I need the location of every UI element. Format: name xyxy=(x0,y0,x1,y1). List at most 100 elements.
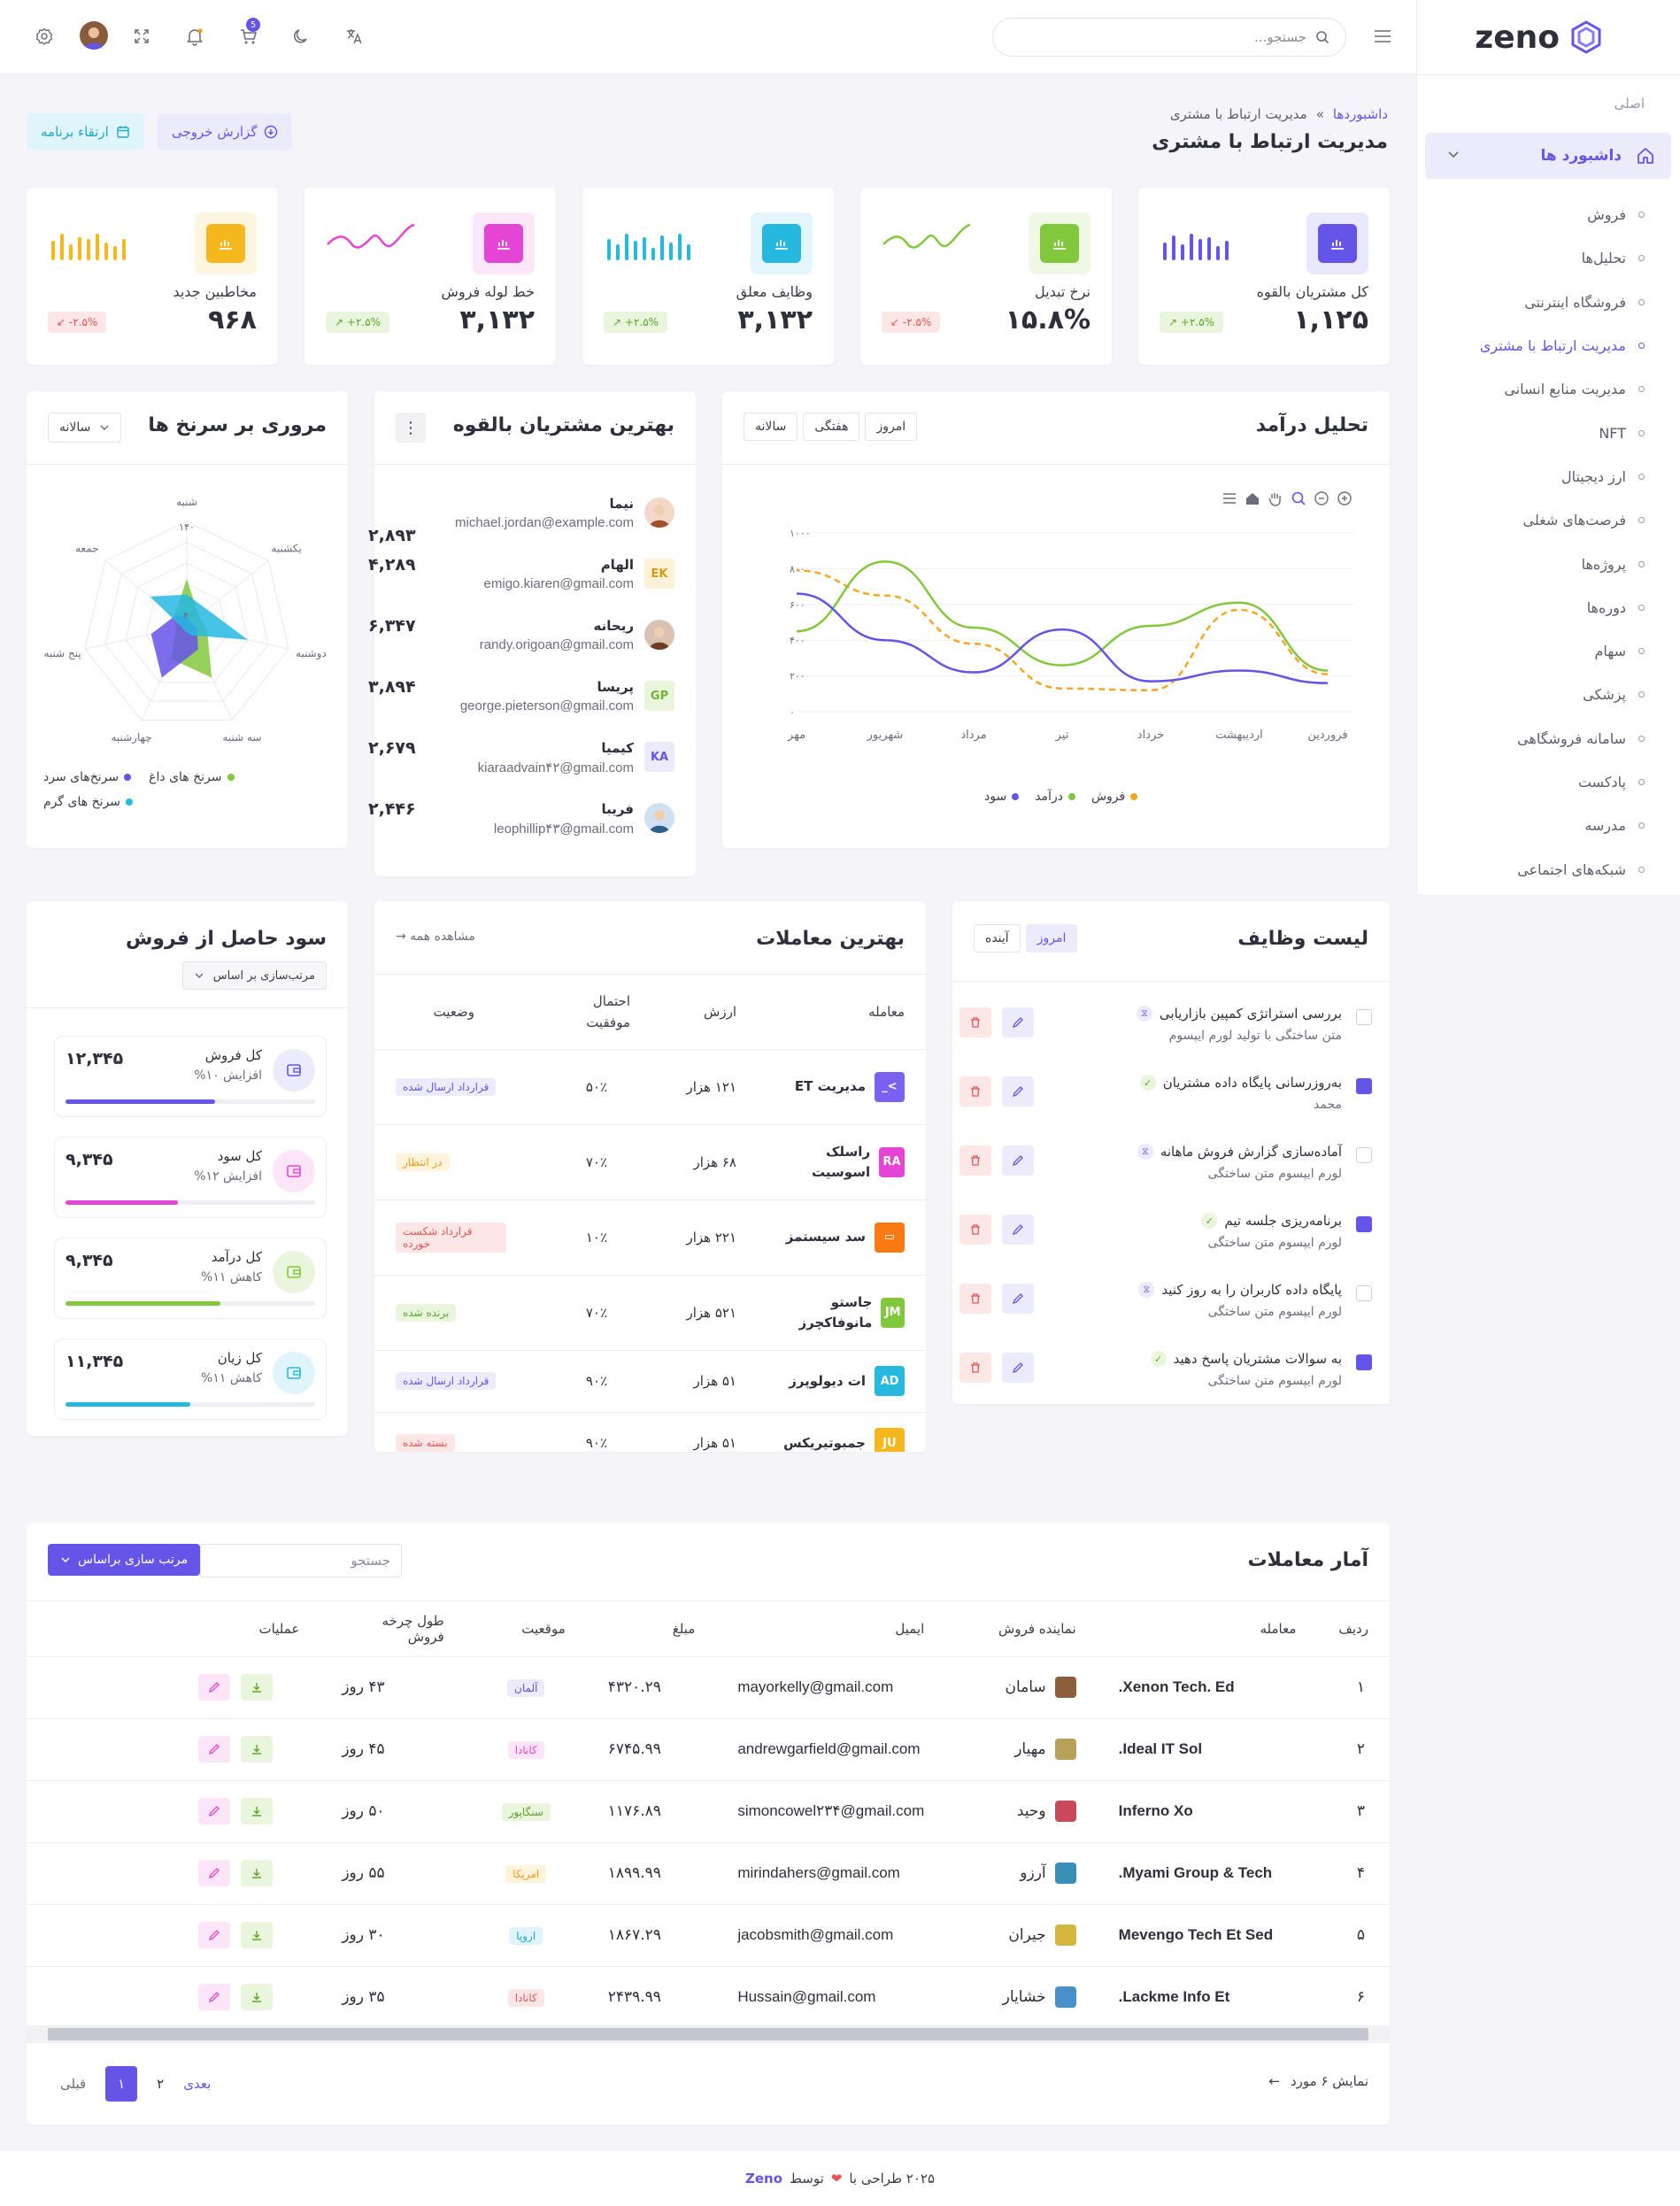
task-checkbox[interactable] xyxy=(1356,1147,1372,1163)
delete-icon[interactable] xyxy=(959,1353,991,1383)
sort-select[interactable]: مرتب‌سازی بر اساس xyxy=(181,961,327,990)
table-row[interactable]: JU جمبوتیریکس ۵۱ هزار ۹۰٪ بسته شده xyxy=(374,1412,926,1452)
task-checkbox[interactable] xyxy=(1356,1216,1372,1232)
moon-icon[interactable] xyxy=(288,23,314,50)
zoom-out-icon[interactable] xyxy=(1314,490,1329,506)
tab-2[interactable]: سالانه xyxy=(744,413,798,441)
edit-icon[interactable] xyxy=(1002,1145,1034,1176)
download-icon[interactable] xyxy=(241,1984,273,2010)
sidebar-item[interactable]: پزشکی xyxy=(1432,673,1645,716)
sidebar-item[interactable]: ارز دیجیتال xyxy=(1432,455,1645,498)
download-icon[interactable] xyxy=(241,1798,273,1824)
task-checkbox[interactable] xyxy=(1356,1285,1372,1301)
customer-row[interactable]: نیما michael.jordan@example.com ۲,۸۹۳ xyxy=(368,490,674,549)
period-select[interactable]: سالانه xyxy=(48,413,122,443)
delete-icon[interactable] xyxy=(959,1007,991,1037)
tab-1[interactable]: هفتگی xyxy=(803,413,860,441)
task-checkbox[interactable] xyxy=(1356,1078,1372,1094)
edit-icon[interactable] xyxy=(198,1860,230,1886)
more-options-icon[interactable]: ⋮ xyxy=(396,413,426,443)
cart-icon[interactable]: 5 xyxy=(235,18,262,50)
edit-icon[interactable] xyxy=(198,1736,230,1762)
customer-row[interactable]: EK الهام emigo.kiaren@gmail.com ۴,۲۸۹ xyxy=(368,552,674,610)
menu-icon[interactable] xyxy=(1221,490,1237,506)
table-search-input[interactable]: جستجو xyxy=(200,1544,402,1577)
tab-0[interactable]: امروز xyxy=(1025,924,1078,953)
tab-1[interactable]: آینده xyxy=(974,924,1021,953)
edit-icon[interactable] xyxy=(1002,1284,1034,1314)
zoom-in-icon[interactable] xyxy=(1337,490,1352,506)
table-row[interactable]: JM جاستو مانوفاکچرز ۵۲۱ هزار ۷۰٪ برنده شده xyxy=(374,1275,926,1350)
customer-row[interactable]: فریبا leophillip۴۳@gmail.com ۲,۴۴۶ xyxy=(368,796,674,854)
translate-icon[interactable] xyxy=(341,23,367,50)
scrollbar[interactable] xyxy=(27,2025,1390,2043)
gear-icon[interactable] xyxy=(31,23,58,50)
table-row[interactable]: >_ مدیریت ET ۱۲۱ هزار ۵۰٪ قرارداد ارسال شده xyxy=(374,1049,926,1124)
logo[interactable]: zeno xyxy=(1475,16,1604,58)
menu-toggle-icon[interactable] xyxy=(1369,23,1396,50)
task-checkbox[interactable] xyxy=(1356,1009,1372,1025)
download-icon[interactable] xyxy=(241,1922,273,1948)
sidebar-item[interactable]: مدرسه xyxy=(1432,804,1645,847)
edit-icon[interactable] xyxy=(198,1984,230,2010)
task-checkbox[interactable] xyxy=(1356,1354,1372,1370)
delete-icon[interactable] xyxy=(959,1145,991,1176)
edit-icon[interactable] xyxy=(198,1922,230,1948)
footer-brand-link[interactable]: Zeno xyxy=(744,2170,783,2187)
upgrade-button[interactable]: ارتقاء برنامه xyxy=(27,113,144,150)
view-all-link[interactable]: مشاهده همه → xyxy=(396,929,475,944)
sidebar-item[interactable]: سامانه فروشگاهی xyxy=(1432,717,1645,760)
download-icon[interactable] xyxy=(241,1674,273,1701)
table-row[interactable]: ۱ Xenon Tech. Ed. سامان mayorkelly@gmail.co… xyxy=(27,1656,1390,1718)
sidebar-item[interactable]: شبکه‌های اجتماعی xyxy=(1432,847,1645,891)
bell-icon[interactable] xyxy=(181,23,208,50)
page-2-button[interactable]: ۲ xyxy=(157,2076,165,2092)
next-page-button[interactable]: بعدی xyxy=(183,2076,212,2092)
sidebar-item[interactable]: سهام xyxy=(1432,629,1645,673)
edit-icon[interactable] xyxy=(1002,1353,1034,1383)
fullscreen-icon[interactable] xyxy=(128,23,155,50)
sidebar-item-dashboards[interactable]: داشبورد ها xyxy=(1425,133,1671,179)
tab-0[interactable]: امروز xyxy=(865,413,918,441)
reset-home-icon[interactable] xyxy=(1245,490,1260,506)
avatar[interactable] xyxy=(80,21,108,50)
sidebar-item[interactable]: فروشگاه اینترنتی xyxy=(1432,281,1645,324)
sidebar-item[interactable]: مدیریت منابع انسانی xyxy=(1432,367,1645,411)
sidebar-item[interactable]: NFT xyxy=(1432,411,1645,454)
table-row[interactable]: ۳ Inferno Xo وحید simoncowel۲۳۴@gmail.com ۱۱… xyxy=(27,1780,1390,1842)
sidebar-item[interactable]: پادکست xyxy=(1432,760,1645,804)
sidebar-item[interactable]: فروش xyxy=(1432,193,1645,236)
pan-hand-icon[interactable] xyxy=(1268,490,1283,506)
customer-row[interactable]: GP پریسا george.pieterson@gmail.com ۳,۸۹۴ xyxy=(368,674,674,732)
prev-page-button[interactable]: قبلی xyxy=(60,2076,87,2092)
table-row[interactable]: ۴ Myami Group & Tech. آرزو mirindahers@gmai… xyxy=(27,1842,1390,1904)
search-input[interactable]: جستجو... xyxy=(992,18,1346,57)
sort-by-button[interactable]: مرتب سازی براساس xyxy=(48,1544,201,1576)
sidebar-item[interactable]: فرصت‌های شغلی xyxy=(1432,498,1645,542)
export-report-button[interactable]: گزارش خروجی xyxy=(158,113,293,150)
edit-icon[interactable] xyxy=(1002,1007,1034,1037)
table-row[interactable]: RA راسلک اسوسیت ۶۸ هزار ۷۰٪ در انتظار xyxy=(374,1124,926,1199)
download-icon[interactable] xyxy=(241,1736,273,1762)
edit-icon[interactable] xyxy=(198,1798,230,1824)
sidebar-item[interactable]: مدیریت ارتباط با مشتری xyxy=(1432,324,1645,367)
table-row[interactable]: ▭ سد سیستمز ۲۲۱ هزار ۱۰٪ قرارداد شکست خورده xyxy=(374,1199,926,1275)
table-row[interactable]: AD ات دیولوپرز ۵۱ هزار ۹۰٪ قرارداد ارسال شده xyxy=(374,1350,926,1412)
edit-icon[interactable] xyxy=(1002,1076,1034,1107)
table-row[interactable]: ۵ Mevengo Tech Et Sed جیران jacobsmith@gmai… xyxy=(27,1904,1390,1966)
sidebar-item[interactable]: پروژه‌ها xyxy=(1432,542,1645,585)
delete-icon[interactable] xyxy=(959,1215,991,1245)
delete-icon[interactable] xyxy=(959,1284,991,1314)
delete-icon[interactable] xyxy=(959,1076,991,1107)
sidebar-item[interactable]: تحلیل‌ها xyxy=(1432,236,1645,280)
page-1-button[interactable]: ۱ xyxy=(105,2066,138,2102)
selection-zoom-icon[interactable] xyxy=(1291,490,1306,506)
breadcrumb-home[interactable]: داشبوردها xyxy=(1332,106,1388,122)
customer-row[interactable]: ریحانه randy.origoan@gmail.com ۶,۳۴۷ xyxy=(368,613,674,671)
customer-row[interactable]: KA کیمیا kiaraadvain۴۲@gmail.com ۲,۶۷۹ xyxy=(368,735,674,793)
table-row[interactable]: ۲ Ideal IT Sol. مهیار andrewgarfield@gmail.… xyxy=(27,1718,1390,1780)
edit-icon[interactable] xyxy=(1002,1215,1034,1245)
download-icon[interactable] xyxy=(241,1860,273,1886)
edit-icon[interactable] xyxy=(198,1674,230,1701)
table-row[interactable]: ۶ Lackme Info Et. خشایار Hussain@gmail.com ۲… xyxy=(27,1966,1390,2028)
